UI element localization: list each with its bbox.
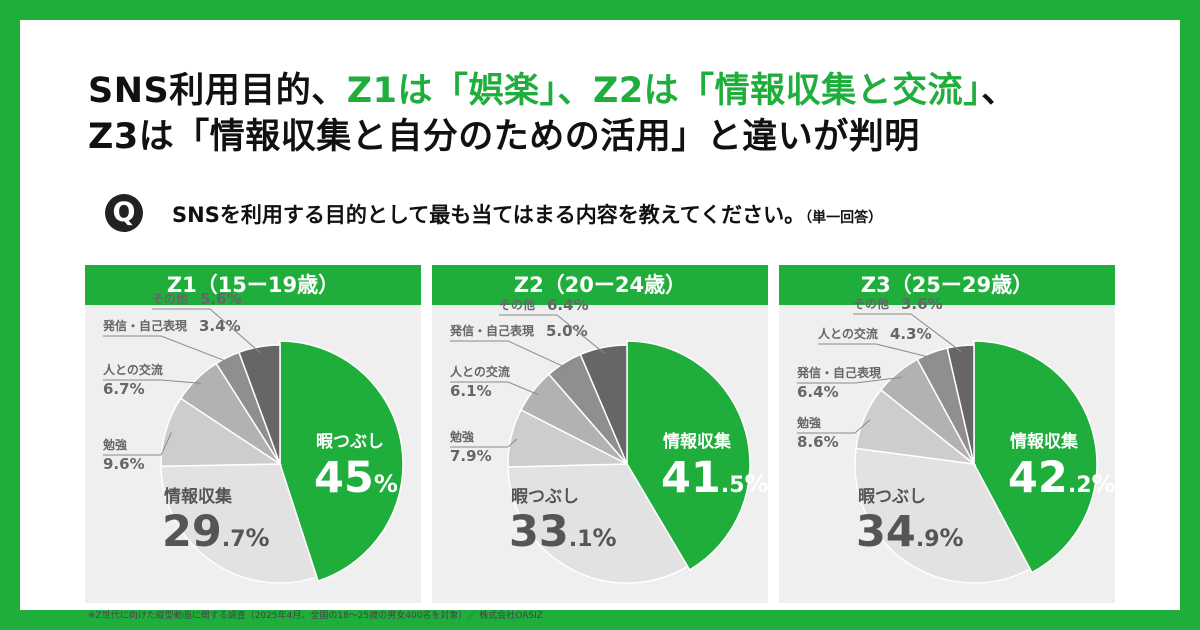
page-title: SNS利用目的、Z1は「娯楽」、Z2は「情報収集と交流」、 Z3は「情報収集と自… [88, 68, 1168, 160]
slice-label: 人との交流 [818, 326, 878, 341]
question-text: SNSを利用する目的として最も当てはまる内容を教えてください。 [172, 203, 806, 227]
slice-value-unit: % [593, 524, 617, 552]
slice-label: 発信・自己表現 [102, 318, 187, 333]
slice-value: 5.6% [200, 290, 242, 308]
leader-line [103, 379, 201, 384]
slice-value: 29.7% [162, 507, 270, 557]
slice-value: 6.4% [547, 296, 589, 314]
slice-label: 暇つぶし [858, 487, 926, 507]
pie-slice [238, 344, 281, 465]
leader-line [103, 432, 172, 456]
chart-panel-z1: Z1（15ー19歳） 暇つぶし 45% 情報収集 29.7% 勉強 9.6% 人との交流 6.… [85, 265, 421, 603]
leader-line [797, 419, 871, 434]
slice-label: 情報収集 [1010, 431, 1079, 452]
slice-value: 6.7% [103, 380, 145, 398]
slice-value: 6.1% [450, 382, 492, 400]
slice-value-decimal: .7 [222, 527, 246, 552]
slice-label: 発信・自己表現 [796, 365, 881, 380]
title-line-1-highlight: Z1は「娯楽」、Z2は「情報収集と交流」 [346, 71, 982, 111]
chart-panel-title: Z3（25ー29歳） [779, 265, 1115, 305]
slice-value-decimal: .9 [916, 527, 940, 552]
question-badge-icon: Q [105, 194, 143, 232]
slice-value: 41.5% [661, 453, 768, 503]
chart-panel-z2: Z2（20ー24歳） 情報収集 41.5% 暇つぶし 33.1% 勉強 7.9% 人との交流… [432, 265, 768, 603]
slice-label: 勉強 [796, 415, 821, 430]
slice-value: 6.4% [797, 383, 839, 401]
slice-label: 人との交流 [450, 364, 510, 379]
pie-slice [973, 340, 1098, 574]
title-line-1: SNS利用目的、Z1は「娯楽」、Z2は「情報収集と交流」、 [88, 68, 1168, 114]
pie-slice [507, 463, 689, 584]
slice-label: その他 [152, 291, 188, 306]
pie-slice [854, 447, 1032, 584]
content-card: SNS利用目的、Z1は「娯楽」、Z2は「情報収集と交流」、 Z3は「情報収集と自… [20, 20, 1180, 621]
chart-panel-title: Z1（15ー19歳） [85, 265, 421, 305]
title-line-1-part-a: SNS利用目的、 [88, 71, 347, 111]
slice-value-unit: % [940, 524, 964, 552]
leader-line [103, 335, 231, 364]
slice-value-unit: % [246, 524, 270, 552]
slice-value-integer: 29 [162, 507, 222, 557]
slice-value: 5.0% [546, 322, 588, 340]
slice-value: 8.6% [797, 433, 839, 451]
leader-line [450, 381, 539, 395]
slice-value-integer: 33 [509, 507, 569, 557]
leader-line [450, 340, 568, 369]
slice-label: 人との交流 [103, 362, 163, 377]
slice-value: 9.6% [103, 455, 145, 473]
leader-line [499, 314, 605, 354]
slice-label: 暇つぶし [511, 487, 579, 507]
slice-label: 情報収集 [164, 486, 233, 507]
pie-slice [579, 344, 628, 465]
slice-value: 33.1% [509, 507, 617, 557]
slice-value-integer: 34 [856, 507, 916, 557]
leader-line [450, 438, 518, 448]
slice-value: 3.4% [199, 317, 241, 335]
slice-value: 7.9% [450, 447, 492, 465]
slice-label: 勉強 [102, 437, 127, 452]
slice-value: 3.6% [901, 295, 943, 313]
leader-line [797, 376, 902, 384]
slice-value-decimal: .5 [721, 473, 745, 498]
slice-value: 4.3% [890, 325, 932, 343]
leader-line [818, 343, 935, 359]
question-note: （単一回答） [805, 210, 883, 226]
leader-line [853, 313, 962, 353]
leader-line [152, 308, 261, 354]
chart-panel-z3: Z3（25ー29歳） 情報収集 42.2% 暇つぶし 34.9% 勉強 8.6% 発信・自己… [779, 265, 1115, 603]
slice-label: 発信・自己表現 [449, 323, 534, 338]
pie-slice [279, 340, 404, 582]
slice-label: 情報収集 [663, 431, 732, 452]
slice-label: その他 [853, 296, 889, 311]
title-line-2: Z3は「情報収集と自分のための活用」と違いが判明 [88, 117, 920, 157]
slice-value: 42.2% [1008, 453, 1115, 503]
slice-value-decimal: .1 [569, 527, 593, 552]
pie-slice [946, 344, 975, 465]
slice-label: 勉強 [449, 429, 474, 444]
slice-value: 45% [314, 453, 398, 503]
question-text-wrap: SNSを利用する目的として最も当てはまる内容を教えてください。（単一回答） [172, 199, 882, 229]
slice-value-integer: 41 [661, 453, 721, 503]
title-line-1-part-c: 、 [981, 71, 1017, 111]
slice-value-unit: % [1092, 470, 1115, 498]
slice-label: その他 [499, 297, 535, 312]
source-footnote: ※Z世代に向けた縦型動画に関する調査（2025年4月、全国の18～25歳の男女4… [88, 611, 543, 621]
slice-value-decimal: .2 [1068, 473, 1092, 498]
chart-panel-title: Z2（20ー24歳） [432, 265, 768, 305]
slice-value-unit: % [374, 470, 398, 498]
slice-label: 暇つぶし [316, 432, 384, 452]
slice-value-integer: 45 [314, 453, 374, 503]
slice-value-unit: % [745, 470, 768, 498]
slice-value: 34.9% [856, 507, 964, 557]
pie-slice [626, 340, 751, 571]
slice-value-integer: 42 [1008, 453, 1068, 503]
pie-slice [160, 463, 318, 584]
